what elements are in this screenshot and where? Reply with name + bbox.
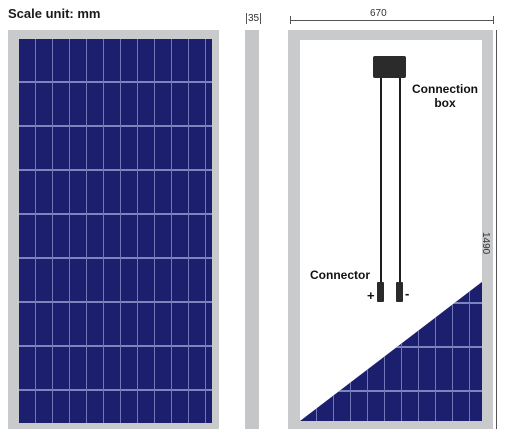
thickness-dimension: 35 — [246, 13, 262, 24]
front-panel-cells — [19, 39, 212, 423]
connector-label: Connector — [310, 268, 370, 282]
connection-box — [373, 56, 406, 78]
side-profile-frame — [245, 30, 259, 429]
back-panel-frame — [288, 30, 493, 429]
negative-connector-plug — [396, 282, 403, 302]
width-dimension-line — [290, 16, 494, 24]
height-dimension-line — [496, 30, 497, 429]
negative-cable — [399, 78, 401, 286]
scale-unit-label: Scale unit: mm — [8, 6, 101, 21]
negative-sign: - — [405, 286, 410, 301]
positive-sign: + — [367, 288, 375, 303]
width-dimension-label: 670 — [370, 8, 387, 19]
positive-cable — [380, 78, 382, 286]
back-panel-sheet — [300, 40, 482, 421]
positive-connector-plug — [377, 282, 384, 302]
front-panel-frame — [8, 30, 219, 429]
height-dimension-label: 1490 — [480, 232, 491, 255]
connection-box-label: Connection box — [412, 82, 478, 110]
